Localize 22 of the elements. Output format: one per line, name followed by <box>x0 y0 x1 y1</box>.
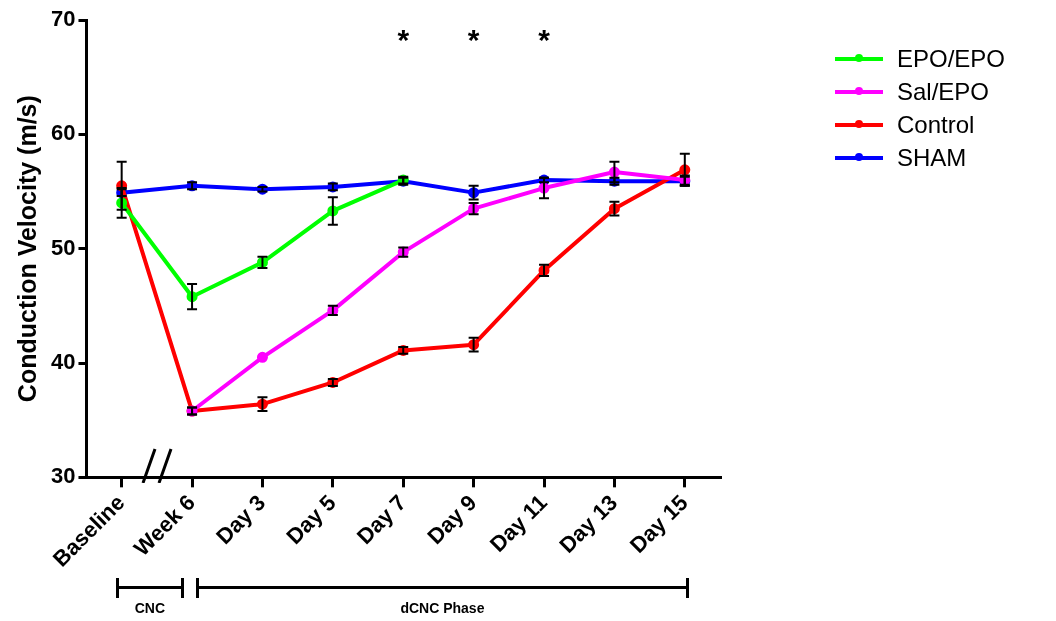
x-tick-label: Day 7 <box>351 489 412 550</box>
legend-label: Control <box>897 110 975 139</box>
legend-label: SHAM <box>897 143 967 172</box>
x-tick-label: Day 3 <box>211 489 271 550</box>
text: dCNC Phase <box>399 600 486 616</box>
y-tick-label: 30 <box>50 463 76 489</box>
legend-label: Sal/EPO <box>897 77 990 106</box>
y-tick-label: 50 <box>50 234 76 260</box>
annotation: * <box>397 23 410 57</box>
y-tick-label: 40 <box>50 349 76 375</box>
x-tick-label: Day 15 <box>624 489 693 558</box>
x-tick-label: Day 5 <box>281 489 341 550</box>
x-tick-label: Day 9 <box>422 489 482 550</box>
y-axis-title: Conduction Velocity (m/s) <box>12 95 41 403</box>
y-tick-label: 70 <box>50 6 76 32</box>
legend-label: EPO/EPO <box>897 44 1006 73</box>
annotation: * <box>467 23 480 57</box>
x-tick-label: Day 11 <box>484 489 552 557</box>
annotation: * <box>538 23 551 57</box>
x-tick-label: Day 13 <box>554 489 623 558</box>
text: CNC <box>133 600 166 616</box>
y-tick-label: 60 <box>50 120 76 146</box>
